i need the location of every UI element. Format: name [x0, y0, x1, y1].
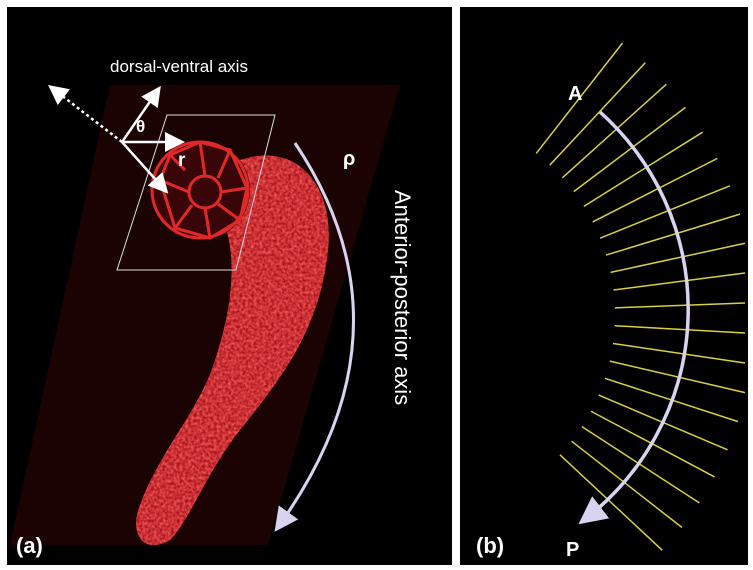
figure: dorsal-ventral axis θ r ρ Anterior-poste… [0, 0, 753, 570]
panel-label: (b) [476, 533, 504, 558]
panel-a: dorsal-ventral axis θ r ρ Anterior-poste… [7, 7, 452, 565]
r-label: r [178, 150, 186, 171]
ap-axis-label: Anterior-posterior axis [390, 190, 415, 405]
dv-axis-label: dorsal-ventral axis [110, 57, 248, 76]
start-label: A [568, 83, 582, 105]
theta-label: θ [136, 117, 145, 136]
rho-label: ρ [343, 148, 355, 170]
panel-background [460, 7, 748, 565]
end-label: P [566, 539, 579, 561]
panel-b: A P (b) [460, 7, 748, 565]
panel-label: (a) [16, 533, 43, 558]
